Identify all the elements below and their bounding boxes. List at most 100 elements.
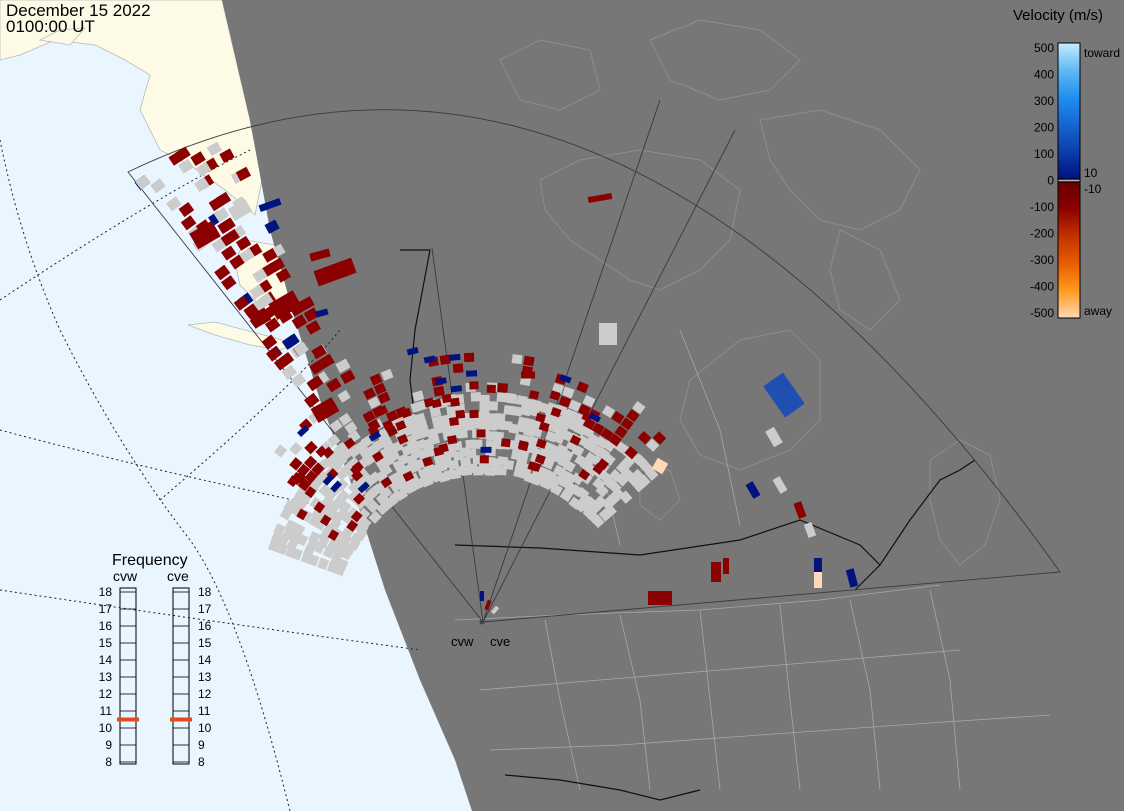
frequency-radar-label-cvw: cvw: [113, 568, 138, 584]
radar-cell: [595, 484, 609, 498]
radar-cell: [496, 392, 508, 403]
radar-cell: [268, 290, 302, 320]
radar-cell: [447, 435, 458, 445]
radar-cell: [235, 166, 252, 182]
radar-cell: [311, 344, 327, 360]
radar-cell: [371, 450, 384, 463]
radar-cell: [346, 519, 359, 532]
radar-cell: [380, 368, 394, 381]
colorbar-title: Velocity (m/s): [1013, 7, 1103, 24]
radar-cell: [310, 397, 340, 423]
radar-cell: [273, 355, 290, 371]
radar-cell: [235, 235, 252, 251]
radar-cell: [479, 412, 490, 422]
radar-cell: [291, 314, 308, 330]
radar-cell: [602, 452, 616, 467]
radar-cell: [479, 455, 489, 464]
radar-cell: [460, 456, 472, 467]
radar-cell: [396, 433, 409, 445]
radar-cell: [318, 483, 332, 498]
colorbar-tick-label: -400: [1030, 280, 1054, 294]
frequency-title: Frequency: [112, 552, 188, 569]
radar-cell: [591, 514, 605, 529]
radar-cell: [338, 500, 352, 514]
radar-cell: [559, 374, 572, 384]
frequency-tick-label: 18: [198, 585, 212, 599]
radar-cell: [571, 444, 585, 458]
radar-cell: [448, 416, 460, 427]
radar-cell: [350, 510, 363, 523]
radar-cell: [357, 469, 372, 484]
radar-cell: [793, 501, 807, 519]
radar-cell: [340, 369, 356, 385]
radar-cell: [292, 523, 306, 537]
radar-cell: [363, 387, 377, 400]
radar-cell: [637, 474, 651, 488]
radar-cell: [349, 463, 363, 476]
radar-cell: [305, 320, 321, 335]
radar-cell: [632, 401, 646, 415]
radar-cell: [602, 439, 616, 453]
radar-cell: [296, 508, 308, 521]
radar-cell: [626, 409, 640, 423]
night-region: [222, 0, 1124, 811]
radar-cell: [412, 390, 425, 402]
radar-cell: [221, 245, 237, 261]
frequency-tick-label: 11: [100, 704, 113, 718]
radar-cell: [472, 439, 483, 449]
radar-cell: [538, 421, 550, 432]
radar-cell: [175, 146, 191, 162]
frequency-tick-label: 18: [99, 585, 113, 599]
radar-cell: [214, 264, 231, 280]
radar-cell: [516, 395, 528, 406]
radar-cell: [508, 423, 520, 434]
map-date: December 15 2022: [6, 1, 151, 20]
radar-cell: [227, 198, 253, 222]
radar-cell: [449, 397, 460, 407]
radar-cell: [578, 468, 591, 481]
radar-cell: [379, 463, 393, 477]
radar-cell: [552, 432, 566, 445]
radar-cell: [378, 486, 393, 500]
frequency-tick-label: 15: [99, 636, 113, 650]
radar-cell: [215, 191, 232, 207]
colorbar-away-label: away: [1084, 304, 1112, 318]
radar-cell: [178, 158, 194, 174]
radar-cell: [400, 407, 412, 419]
radar-cell: [619, 490, 633, 504]
frequency-tick-label: 13: [99, 670, 113, 684]
radar-cell: [293, 341, 309, 357]
radar-cell: [614, 425, 628, 439]
colorbar-gradient: [1057, 42, 1081, 319]
radar-cell: [206, 141, 223, 157]
radar-cell: [452, 363, 464, 374]
radar-cell: [317, 557, 330, 571]
radar-cell: [607, 491, 621, 505]
radar-cell: [261, 334, 278, 350]
frequency-tick-label: 14: [99, 653, 113, 667]
map-time: 0100:00 UT: [6, 17, 95, 36]
radar-cell: [180, 215, 197, 231]
radar-cell: [592, 462, 605, 475]
radar-site-label-cvw: cvw: [451, 634, 474, 649]
radar-cell: [336, 489, 350, 503]
radar-cell: [290, 372, 307, 389]
coastlines: [499, 19, 1001, 566]
radar-cell: [517, 440, 529, 450]
radar-cell: [295, 533, 309, 547]
frequency-tick-label: 16: [99, 619, 113, 633]
radar-cell: [357, 481, 370, 494]
radar-cell: [470, 392, 482, 402]
radar-cell: [534, 453, 546, 465]
colorbar-bar: [1057, 42, 1081, 319]
colorbar-tick-label: 100: [1034, 147, 1054, 161]
radar-cell: [632, 478, 646, 493]
radar-cell: [289, 441, 303, 456]
radar-cell: [311, 462, 325, 476]
frequency-scale-box: [119, 587, 137, 765]
radar-cell: [362, 410, 376, 423]
radar-cell: [367, 396, 381, 409]
radar-cell: [150, 178, 166, 194]
radar-cell: [249, 284, 265, 300]
radar-cell: [273, 444, 288, 458]
